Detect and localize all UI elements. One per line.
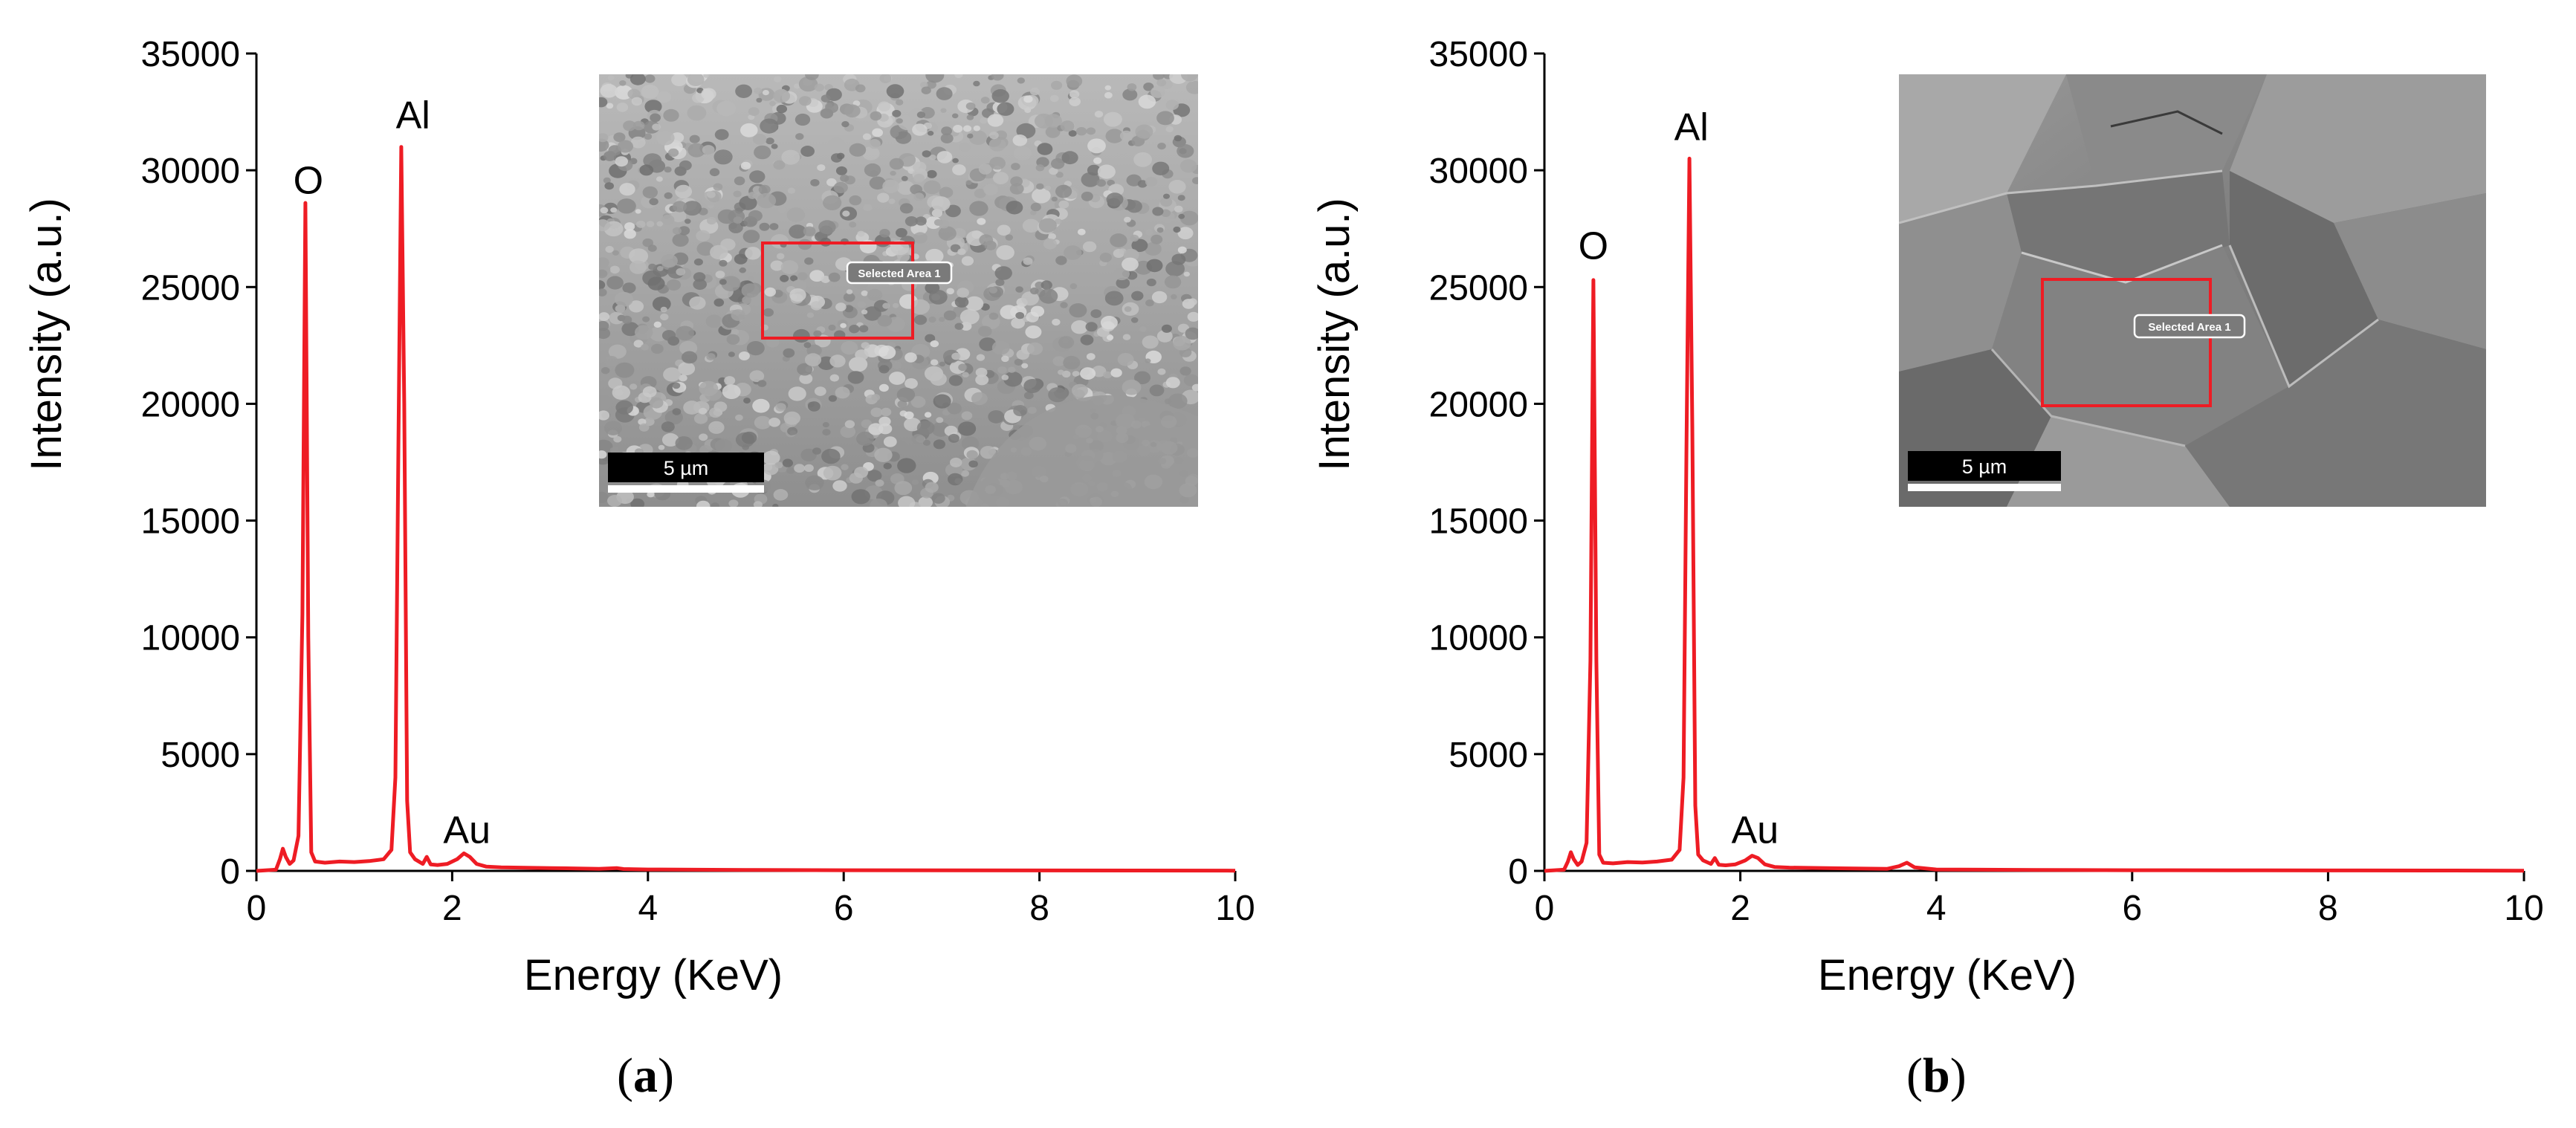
scale-bar-label: 5 µm [664,457,709,479]
panel-b-axes: 0 5000 10000 15000 20000 25000 30000 35000 0 2 4 6 8… [1429,35,2544,928]
y-tick-label: 0 [1508,852,1528,892]
scale-bar-bg [608,453,764,482]
peak-label-al: Al [396,94,430,137]
y-axis-title: Intensity (a.u.) [22,198,71,470]
panel-label: b [1922,1048,1950,1103]
scale-bar-label: 5 µm [1962,456,2007,478]
x-tick-label: 10 [1215,889,1255,928]
y-tick-label: 10000 [1429,619,1528,658]
y-tick-label: 5000 [161,736,240,775]
panel-a-axes: 0 5000 10000 15000 20000 25000 30000 35000 0 2 4 6 8… [141,35,1255,928]
y-tick-label: 20000 [141,385,240,424]
x-tick-label: 8 [1029,889,1049,928]
scale-bar [608,485,764,493]
sem-inset-image: Selected Area 1 5 µm [1899,74,2486,507]
spectrum-line [256,145,1236,873]
x-tick-label: 0 [247,889,267,928]
peak-label-o: O [294,160,323,203]
selected-area-label: Selected Area 1 [858,268,940,280]
selected-area-tag [2133,314,2246,339]
y-tick-label: 35000 [141,35,240,74]
scale-bar [1908,484,2061,491]
y-tick-label: 5000 [1449,736,1528,775]
panel-a-y-axis-title-group: Intensity (a.u.) [22,198,71,470]
panel-label: a [632,1048,658,1103]
y-tick-label: 20000 [1429,385,1528,424]
x-tick-label: 0 [1535,889,1555,928]
y-tick-label: 35000 [1429,35,1528,74]
peak-label-o: O [1579,225,1608,268]
y-tick-label: 0 [220,852,240,892]
y-tick-label: 15000 [141,502,240,542]
x-tick-label: 8 [2318,889,2338,928]
y-tick-label: 25000 [141,268,240,308]
x-axis-title: Energy (KeV) [1818,951,2077,999]
panel-caption-a: (a) [617,1048,674,1103]
x-tick-label: 10 [2504,889,2543,928]
peak-label-al: Al [1674,106,1709,149]
x-tick-label: 2 [1730,889,1750,928]
panel-b: Intensity (a.u.) Energy (KeV) 0 5000 10000… [1310,35,2544,999]
x-axis-title: Energy (KeV) [524,951,783,999]
spectrum-line [1544,156,2525,873]
x-tick-label: 6 [834,889,854,928]
x-tick-label: 4 [638,889,658,928]
y-tick-label: 25000 [1429,268,1528,308]
sem-inset-image: Selected Area 1 5 µm [599,74,1198,507]
selected-area-box [761,242,914,340]
panel-a: Intensity (a.u.) Energy (KeV) 0 5000 10000… [22,35,1255,999]
x-tick-label: 4 [1926,889,1946,928]
x-tick-label: 2 [442,889,462,928]
selected-area-box [2041,278,2212,407]
peak-label-au: Au [1732,808,1779,852]
y-tick-label: 15000 [1429,502,1528,542]
y-tick-label: 30000 [141,152,240,191]
y-axis-title: Intensity (a.u.) [1310,198,1359,470]
scale-bar-bg [1908,451,2061,481]
peak-label-au: Au [443,808,491,852]
selected-area-tag [846,261,953,285]
sem-texture [1899,74,2486,507]
x-tick-label: 6 [2122,889,2142,928]
y-tick-label: 30000 [1429,152,1528,191]
panel-caption-b: (b) [1906,1048,1967,1103]
selected-area-label: Selected Area 1 [2148,321,2230,334]
y-tick-label: 10000 [141,619,240,658]
panel-b-y-axis-title-group: Intensity (a.u.) [1310,198,1359,470]
